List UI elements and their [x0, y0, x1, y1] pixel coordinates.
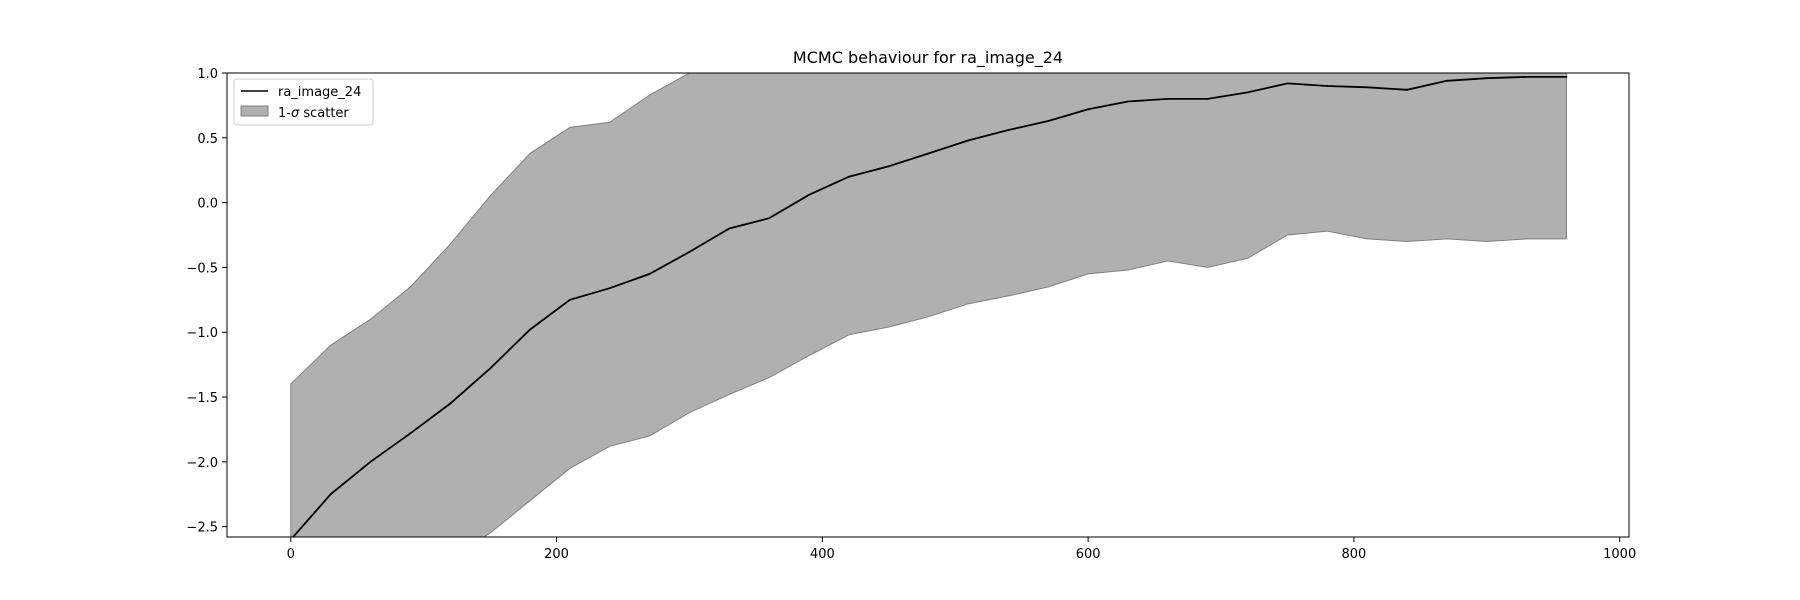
- line-point: [1246, 91, 1249, 94]
- y-tick-label: −2.5: [186, 521, 218, 536]
- line-point: [887, 165, 890, 168]
- line-point: [608, 287, 611, 290]
- legend-label-band: 1-σ scatter: [278, 106, 349, 121]
- line-point: [1007, 129, 1010, 131]
- y-axis: 1.0 0.5 0.0 −0.5 −1.0 −1.5 −2.0 −2.5: [186, 67, 227, 536]
- chart-title: MCMC behaviour for ra_image_24: [793, 48, 1063, 68]
- line-point: [848, 175, 850, 178]
- line-point: [728, 227, 731, 230]
- line-point: [648, 272, 651, 275]
- y-tick-label: −1.5: [186, 391, 218, 406]
- line-point: [1525, 75, 1528, 78]
- scatter-band: [290, 73, 1567, 537]
- line-point: [369, 460, 372, 463]
- legend-box: [233, 78, 374, 126]
- y-tick-label: −2.0: [186, 456, 218, 471]
- line-point: [449, 402, 452, 405]
- line-point: [529, 328, 531, 331]
- line-point: [808, 193, 810, 196]
- legend-label-line: ra_image_24: [278, 85, 361, 100]
- line-point: [1446, 79, 1448, 82]
- x-tick-label: 800: [1342, 547, 1367, 562]
- x-tick-label: 1000: [1603, 547, 1636, 562]
- line-point: [1406, 88, 1408, 91]
- line-point: [688, 250, 691, 253]
- line-point: [1485, 77, 1488, 80]
- line-point: [409, 432, 412, 435]
- line-point: [768, 217, 771, 220]
- plot-area: [290, 73, 1568, 537]
- x-axis: 0 200 400 600 800 1000: [287, 537, 1636, 562]
- line-point: [967, 139, 970, 142]
- x-tick-label: 200: [544, 547, 569, 562]
- line-point: [1047, 120, 1050, 122]
- line-point: [489, 367, 492, 370]
- y-tick-label: 0.0: [197, 197, 218, 212]
- y-tick-label: −1.0: [186, 326, 218, 341]
- y-tick-label: 1.0: [197, 67, 218, 82]
- line-point: [1166, 98, 1169, 100]
- plot-frame: [226, 72, 1630, 538]
- x-tick-label: 400: [810, 547, 835, 562]
- line-point: [1286, 82, 1289, 85]
- line-point: [1565, 75, 1568, 78]
- y-tick-label: −0.5: [186, 261, 218, 276]
- legend: ra_image_24 1-σ scatter: [233, 78, 374, 126]
- line-point: [1127, 100, 1129, 103]
- line-point: [1206, 98, 1209, 100]
- line-point: [329, 493, 332, 496]
- x-tick-label: 0: [287, 547, 295, 562]
- y-tick-label: 0.5: [197, 132, 218, 147]
- line-point: [1087, 108, 1090, 111]
- line-point: [1366, 86, 1369, 89]
- x-tick-label: 600: [1076, 547, 1101, 562]
- line-point: [568, 298, 571, 301]
- legend-band-swatch: [240, 105, 269, 117]
- line-point: [1326, 85, 1329, 87]
- line-point: [927, 152, 930, 155]
